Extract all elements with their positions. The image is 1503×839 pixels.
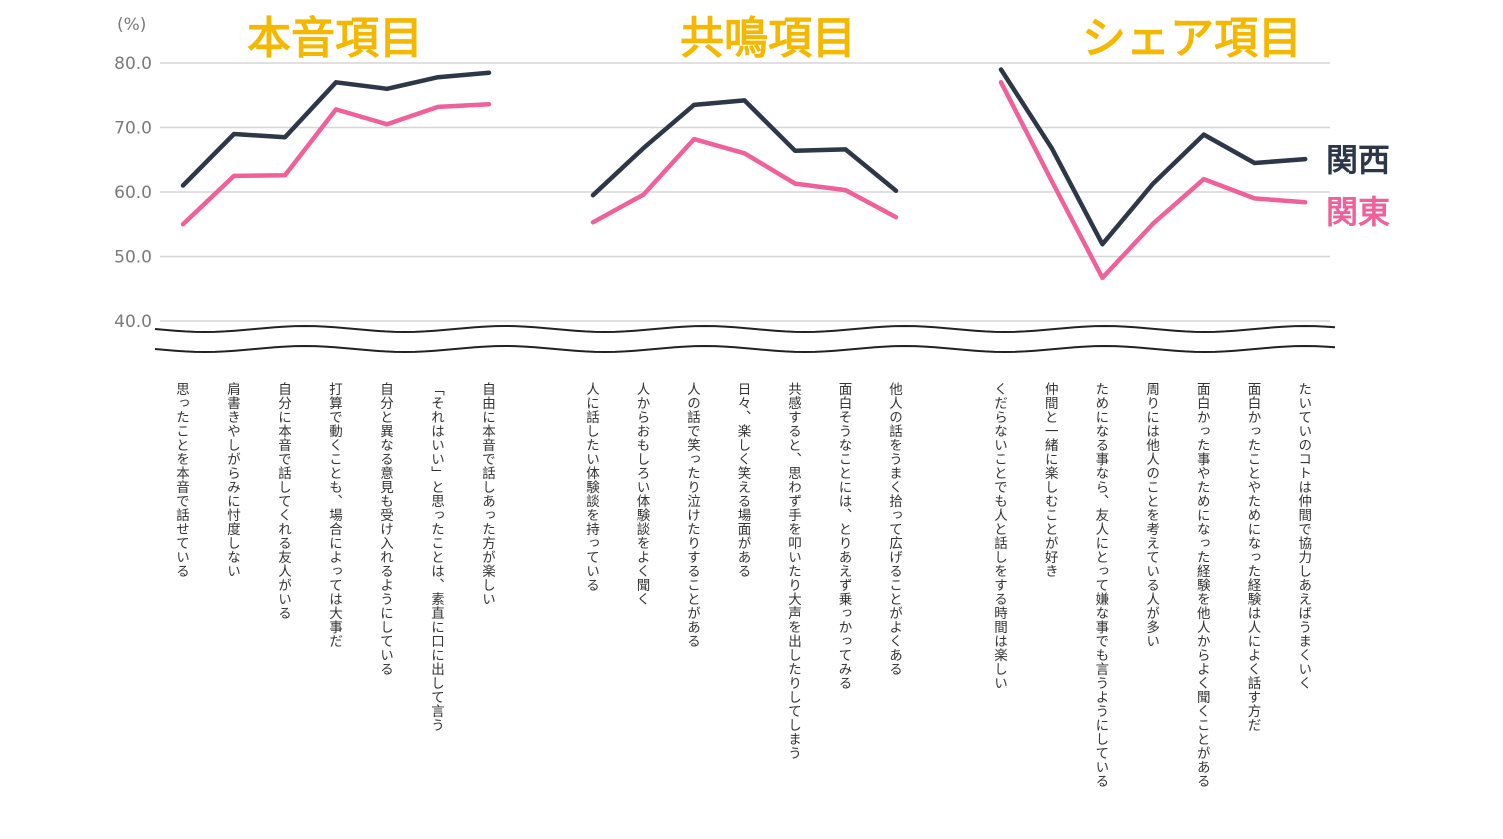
series-line-kanto bbox=[180, 102, 492, 227]
category-label: 仲間と一緒に楽しむことが好き bbox=[1042, 382, 1059, 578]
category-labels: 思ったことを本音で話せている 肩書きやしがらみに忖度しない 自分に本音で話してくれる… bbox=[173, 381, 1312, 788]
category-label: 周りには他人のことを考えている人が多い bbox=[1143, 382, 1160, 648]
category-label: 自分に本音で話してくれる友人がいる bbox=[275, 382, 292, 620]
category-label: 人に話したい体験談を持っている bbox=[583, 382, 600, 592]
group-title: 共鳴項目 bbox=[680, 13, 856, 64]
category-label: くだらないことでも人と話しをする時間は楽しい bbox=[991, 382, 1008, 690]
category-label: 人の話で笑ったり泣けたりすることがある bbox=[684, 382, 701, 648]
y-tick-label: 50.0 bbox=[114, 248, 152, 268]
legend-label: 関西 bbox=[1326, 141, 1390, 179]
legend-label: 関東 bbox=[1326, 193, 1390, 231]
category-label: ためになる事なら、友人にとって嫌な事でも言うようにしている bbox=[1092, 382, 1109, 788]
series-line-kanto bbox=[998, 80, 1308, 281]
category-label: たいていのコトは仲間で協力しあえばうまくいく bbox=[1295, 382, 1312, 690]
series-line-kansai bbox=[590, 98, 899, 198]
category-label: 他人の話をうまく拾って広げることがよくある bbox=[886, 382, 903, 676]
category-label: 日々、楽しく笑える場面がある bbox=[735, 382, 752, 578]
axis-break-marks bbox=[154, 324, 1336, 354]
group-titles: 本音項目 共鳴項目 シェア項目 bbox=[247, 13, 1302, 64]
category-label: 面白かったことやためになった経験は人によく話す方だ bbox=[1245, 382, 1262, 732]
series-line-kansai bbox=[998, 67, 1308, 247]
series-line-kansai bbox=[180, 70, 492, 188]
category-label: 肩書きやしがらみに忖度しない bbox=[224, 382, 241, 578]
category-label: 思ったことを本音で話せている bbox=[173, 382, 190, 578]
category-label: 「それはいい」と思ったことは、素直に口に出して言う bbox=[428, 382, 445, 732]
category-label: 自分と異なる意見も受け入れるようにしている bbox=[377, 382, 394, 676]
y-tick-label: 70.0 bbox=[114, 119, 152, 139]
category-label: 人からおもしろい体験談をよく聞く bbox=[634, 382, 651, 606]
group-title: 本音項目 bbox=[247, 13, 423, 64]
category-label: 自由に本音で話しあった方が楽しい bbox=[479, 382, 496, 606]
category-label: 共感すると、思わず手を叩いたり大声を出したりしてしまう bbox=[785, 382, 802, 760]
y-axis-unit-label: (%) bbox=[117, 15, 146, 35]
series-line-kanto bbox=[590, 136, 899, 225]
category-label: 面白そうなことには、とりあえず乗っかってみる bbox=[836, 382, 853, 690]
y-tick-label: 80.0 bbox=[114, 54, 152, 74]
axis-break-line-lower bbox=[154, 344, 1336, 354]
series-lines bbox=[180, 67, 1308, 281]
category-label: 打算で動くことも、場合によっては大事だ bbox=[326, 381, 343, 648]
category-label: 面白かった事やためになった経験を他人からよく聞くことがある bbox=[1194, 382, 1211, 788]
grid-lines bbox=[160, 62, 1330, 322]
y-tick-label: 60.0 bbox=[114, 183, 152, 203]
axis-break-line-upper bbox=[154, 324, 1336, 334]
y-tick-label: 40.0 bbox=[114, 312, 152, 332]
y-axis-ticks: 40.0 50.0 60.0 70.0 80.0 bbox=[114, 54, 152, 332]
group-title: シェア項目 bbox=[1082, 13, 1302, 64]
